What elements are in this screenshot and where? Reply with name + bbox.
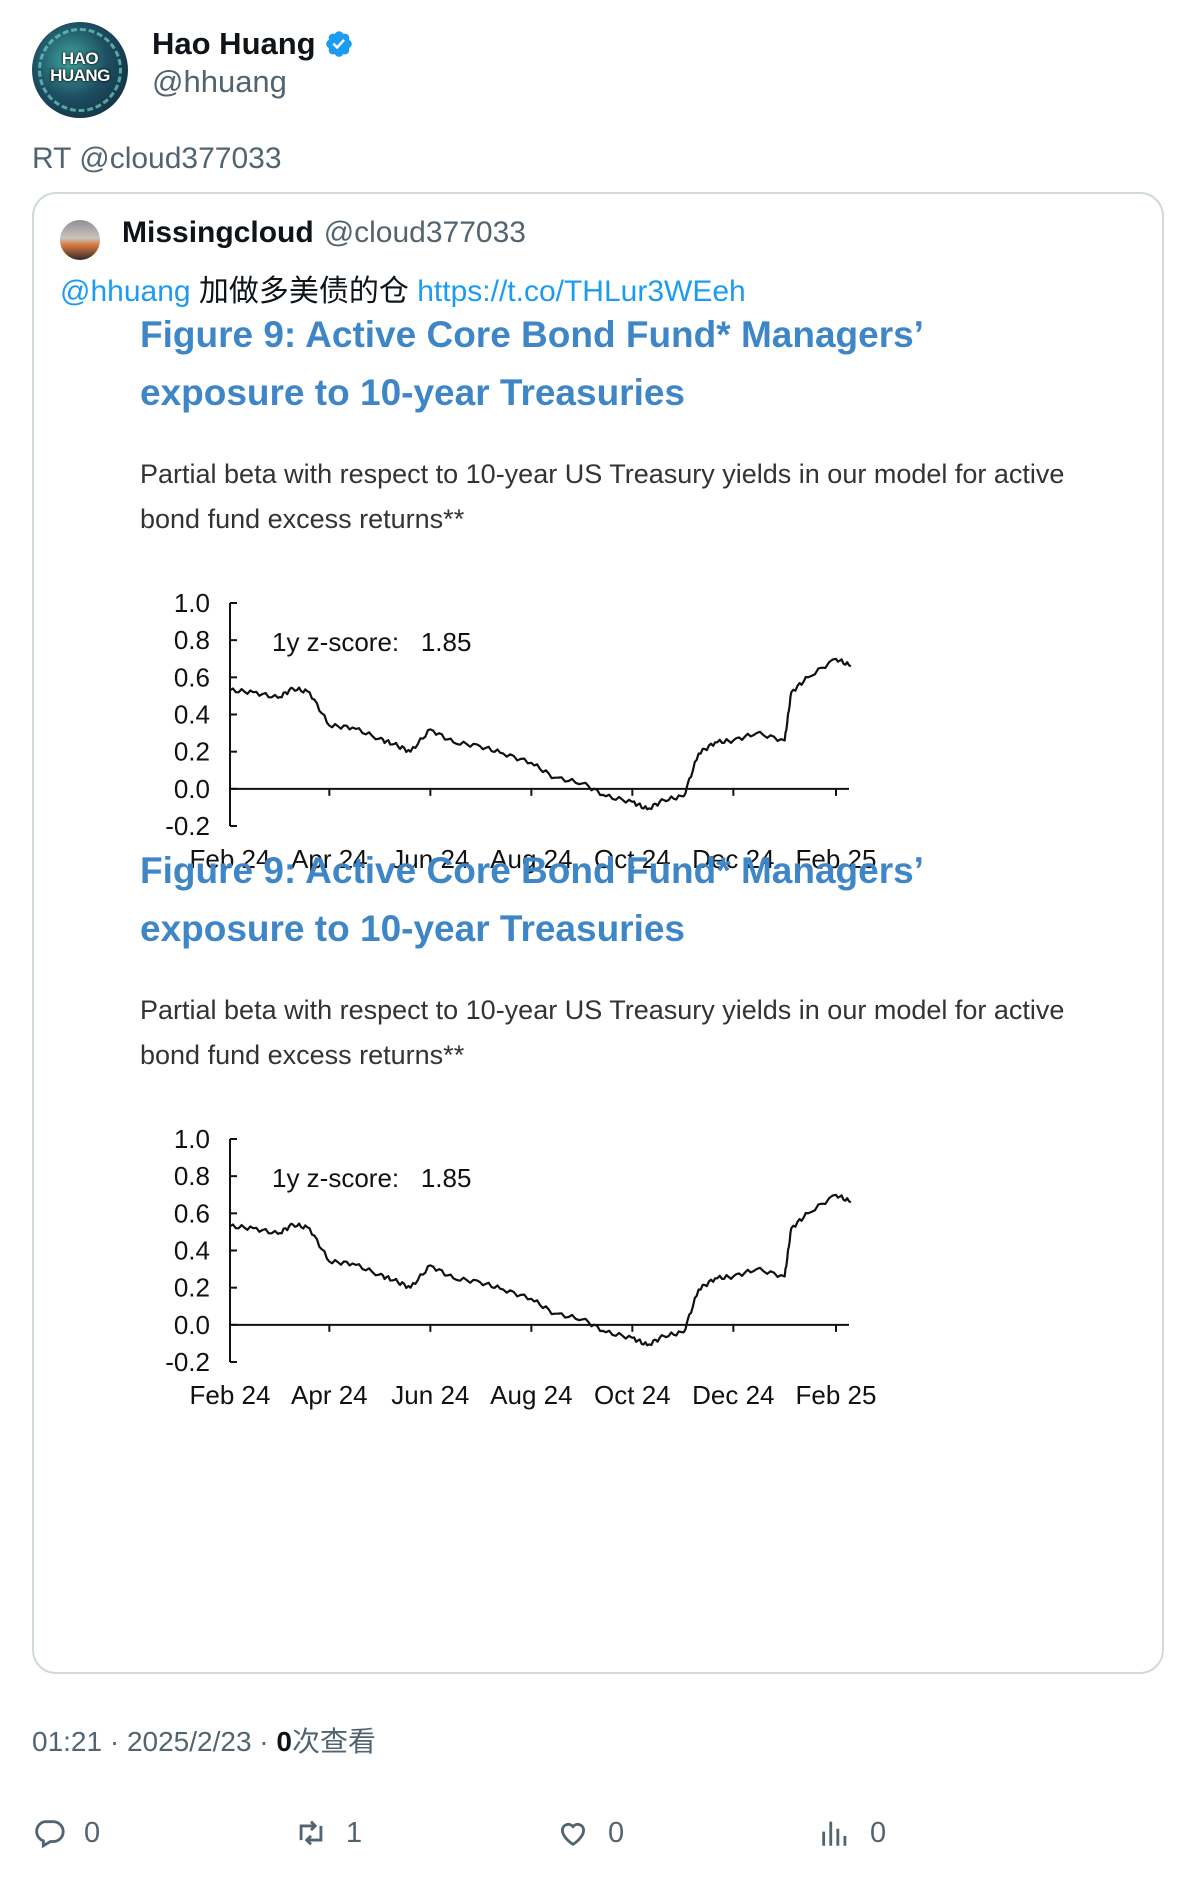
y-tick-label: 0.4 [174, 700, 210, 730]
avatar-ring [38, 28, 122, 112]
x-tick-label: Aug 24 [490, 1380, 572, 1410]
figure-subtitle: Partial beta with respect to 10-year US … [140, 459, 1065, 534]
y-tick-label: 0.8 [174, 1161, 210, 1191]
author-name-row: Hao Huang [152, 24, 354, 64]
quoted-author-avatar[interactable] [60, 220, 100, 260]
tweet-header: HAO HUANG Hao Huang @hhuang [32, 22, 1162, 122]
retweet-count: 1 [346, 1816, 363, 1849]
figure-subtitle: Partial beta with respect to 10-year US … [140, 995, 1065, 1070]
y-tick-label: 1.0 [174, 588, 210, 618]
analytics-icon [822, 1821, 847, 1846]
series-line [229, 657, 852, 811]
x-tick-label: Apr 24 [291, 844, 368, 874]
y-tick-label: 0.2 [174, 1273, 210, 1303]
views-action-count: 0 [870, 1816, 887, 1849]
x-tick-label: Jun 24 [391, 844, 469, 874]
quoted-text-body: 加做多美债的仓 [190, 275, 418, 308]
figure-title: Figure 9: Active Core Bond Fund* Manager… [140, 850, 922, 949]
retweet-button[interactable]: 1 [294, 1808, 362, 1858]
views-label: 次查看 [291, 1726, 376, 1757]
y-tick-label: 0.0 [174, 1310, 210, 1340]
x-tick-label: Feb 25 [796, 844, 877, 874]
x-tick-label: Dec 24 [692, 1380, 774, 1410]
views-button[interactable]: 0 [818, 1808, 886, 1858]
x-tick-label: Apr 24 [291, 1380, 368, 1410]
figure-title: Figure 9: Active Core Bond Fund* Manager… [140, 314, 922, 413]
like-button[interactable]: 0 [556, 1808, 624, 1858]
tco-link[interactable]: https://t.co/THLur3WEeh [417, 275, 746, 308]
author-display-name[interactable]: Hao Huang [152, 26, 316, 61]
series-line [229, 1193, 852, 1347]
figure-image-1[interactable]: Figure 9: Active Core Bond Fund* Manager… [34, 306, 1162, 946]
figure-image-2[interactable]: Figure 9: Active Core Bond Fund* Manager… [34, 842, 1162, 1482]
y-tick-label: 0.8 [174, 625, 210, 655]
y-tick-label: 0.0 [174, 774, 210, 804]
line-chart: 1.0 0.8 0.6 0.4 0.2 0.0 -0.2 Feb 24 Apr 24 Jun 2… [134, 568, 1014, 898]
reply-icon [35, 1820, 65, 1849]
line-chart-svg: 1.0 0.8 0.6 0.4 0.2 0.0 -0.2 Feb 24 Apr 24 Jun 2… [165, 588, 877, 874]
reply-count: 0 [84, 1816, 101, 1849]
retweet-text: RT @cloud377033 [32, 142, 282, 175]
quoted-handle[interactable]: @cloud377033 [323, 216, 526, 249]
x-tick-label: Feb 24 [190, 1380, 271, 1410]
line-chart-svg: 1.0 0.8 0.6 0.4 0.2 0.0 -0.2 Feb 24 Apr 24 Jun 2… [165, 1124, 877, 1410]
x-tick-label: Oct 24 [594, 844, 671, 874]
author-avatar[interactable]: HAO HUANG [32, 22, 128, 118]
views-count: 0 [276, 1726, 292, 1757]
heart-icon [560, 1822, 586, 1846]
line-chart: 1.0 0.8 0.6 0.4 0.2 0.0 -0.2 Feb 24 Apr 24 Jun 2… [134, 1104, 1014, 1434]
y-tick-label: -0.2 [165, 1347, 210, 1377]
like-count: 0 [608, 1816, 625, 1849]
x-tick-label: Jun 24 [391, 1380, 469, 1410]
mention-link[interactable]: @hhuang [60, 275, 191, 308]
x-tick-label: Oct 24 [594, 1380, 671, 1410]
y-tick-label: 0.6 [174, 1198, 210, 1228]
quoted-tweet-text: @hhuang 加做多美债的仓 https://t.co/THLur3WEeh [60, 266, 746, 310]
quoted-author-row: Missingcloud @cloud377033 [122, 216, 526, 250]
avatar-text-line1: HAO [61, 49, 99, 68]
y-tick-label: 1.0 [174, 1124, 210, 1154]
retweet-icon [299, 1820, 323, 1846]
verified-badge-icon [325, 31, 352, 57]
x-tick-label: Feb 24 [190, 844, 271, 874]
y-tick-label: -0.2 [165, 811, 210, 841]
action-bar: 0 1 0 0 [32, 1808, 1162, 1858]
avatar-logo-text: HAO HUANG [32, 50, 128, 84]
x-tick-label: Aug 24 [490, 844, 572, 874]
quoted-display-name[interactable]: Missingcloud [122, 216, 314, 249]
tweet-timestamp[interactable]: 01:21 · 2025/2/23 · [32, 1726, 277, 1757]
x-tick-label: Feb 25 [796, 1380, 877, 1410]
y-tick-label: 0.4 [174, 1236, 210, 1266]
z-score-annotation: 1y z-score: 1.85 [272, 1163, 471, 1193]
x-tick-label: Dec 24 [692, 844, 774, 874]
y-tick-label: 0.6 [174, 662, 210, 692]
reply-button[interactable]: 0 [32, 1808, 100, 1858]
avatar-text-line2: HUANG [50, 66, 110, 85]
tweet-meta: 01:21 · 2025/2/23 · 0次查看 [32, 1720, 376, 1760]
y-tick-label: 0.2 [174, 737, 210, 767]
quoted-tweet-card[interactable]: Missingcloud @cloud377033 @hhuang 加做多美债的… [32, 192, 1164, 1674]
author-handle[interactable]: @hhuang [152, 64, 287, 99]
z-score-annotation: 1y z-score: 1.85 [272, 627, 471, 657]
